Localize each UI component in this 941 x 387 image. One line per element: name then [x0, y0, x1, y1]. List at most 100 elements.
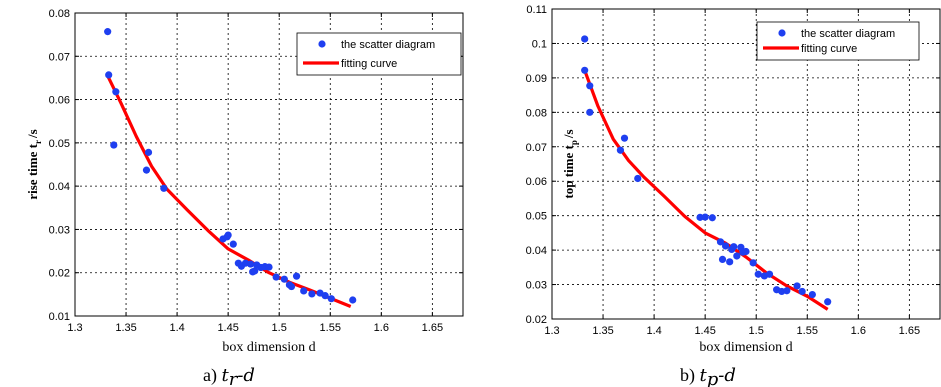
x-tick-label: 1.65 — [899, 325, 920, 337]
scatter-point — [581, 66, 589, 74]
x-tick-label: 1.45 — [694, 325, 715, 337]
scatter-point — [110, 141, 118, 149]
scatter-point — [808, 290, 816, 299]
legend-label-fit: fitting curve — [341, 58, 397, 70]
legend-box — [756, 21, 920, 61]
caption-suffix: -d — [237, 365, 255, 386]
y-tick-label: 0.1 — [532, 38, 547, 50]
scatter-point — [708, 214, 716, 222]
plot-area — [552, 9, 940, 319]
scatter-point — [696, 213, 704, 221]
y-axis-label-subscript: p — [569, 140, 579, 145]
scatter-point — [634, 174, 642, 183]
caption-variable: t — [221, 365, 229, 386]
y-axis-label-unit: /s — [25, 129, 40, 139]
x-tick-label: 1.5 — [749, 325, 764, 337]
y-tick-label: 0.06 — [49, 95, 70, 107]
scatter-point — [224, 231, 232, 239]
scatter-point — [300, 287, 308, 295]
y-tick-label: 0.03 — [49, 224, 70, 236]
y-tick-label: 0.03 — [526, 280, 547, 292]
scatter-point — [716, 238, 725, 246]
x-tick-label: 1.5 — [272, 322, 287, 334]
scatter-point — [272, 273, 280, 281]
x-tick-label: 1.3 — [67, 322, 82, 334]
y-axis-label: top time tp/s — [561, 129, 579, 198]
caption-prefix: a) — [203, 365, 221, 386]
scatter-point — [586, 82, 594, 90]
x-tick-label: 1.55 — [797, 325, 818, 337]
scatter-point — [749, 259, 757, 267]
scatter-point — [726, 258, 734, 266]
x-tick-label: 1.35 — [115, 322, 136, 334]
x-axis-label: box dimension d — [699, 340, 792, 355]
scatter-point — [251, 267, 259, 275]
caption-prefix: b) — [680, 365, 700, 386]
y-axis-label-unit: /s — [561, 129, 576, 139]
scatter-point — [793, 282, 801, 290]
rise-time-chart: 1.3 1.35 1.4 1.45 1.5 1.55 1.6 1.65 0.01 0.02 0.03… — [25, 8, 464, 387]
scatter-point — [321, 292, 329, 300]
scatter-point — [160, 184, 168, 192]
legend-scatter-marker — [318, 40, 326, 48]
y-tick-label: 0.05 — [526, 211, 547, 223]
scatter-point — [824, 298, 832, 306]
chart-caption: b) tp-d — [680, 365, 736, 387]
x-tick-label: 1.45 — [217, 322, 238, 334]
y-axis-label-main: rise time t — [25, 143, 40, 199]
scatter-point — [798, 287, 806, 296]
scatter-point — [105, 71, 113, 79]
scatter-point — [721, 242, 730, 250]
y-tick-label: 0.09 — [526, 73, 547, 85]
y-tick-label: 0.06 — [526, 176, 547, 188]
scatter-point — [280, 275, 288, 283]
y-axis-label-main: top time t — [561, 144, 576, 198]
scatter-point — [730, 243, 738, 251]
scatter-point — [292, 272, 301, 280]
x-tick-label: 1.55 — [320, 322, 341, 334]
y-tick-label: 0.08 — [49, 8, 70, 20]
x-tick-label: 1.65 — [422, 322, 443, 334]
legend-label-fit: fitting curve — [801, 43, 857, 55]
scatter-point — [327, 295, 335, 303]
y-tick-label: 0.02 — [526, 314, 547, 326]
scatter-point — [581, 35, 589, 43]
scatter-point — [247, 260, 255, 268]
legend-box — [296, 32, 462, 76]
scatter-point — [142, 166, 151, 174]
top-time-chart: 1.3 1.35 1.4 1.45 1.5 1.55 1.6 1.65 0.02 0.03 0.04… — [526, 4, 941, 387]
y-tick-label: 0.05 — [49, 138, 70, 150]
scatter-point — [733, 252, 741, 260]
caption-subscript: r — [229, 369, 239, 387]
scatter-point — [754, 270, 762, 278]
scatter-point — [783, 287, 791, 295]
x-tick-label: 1.6 — [374, 322, 389, 334]
fitting-curve-line — [583, 69, 829, 311]
y-axis-label: rise time tr/s — [25, 129, 43, 199]
y-tick-label: 0.07 — [526, 142, 547, 154]
scatter-point — [308, 290, 316, 298]
y-axis-label-subscript: r — [33, 140, 43, 144]
scatter-point — [586, 108, 594, 116]
caption-subscript: p — [707, 369, 719, 387]
scatter-point — [265, 263, 273, 271]
y-tick-label: 0.04 — [49, 181, 70, 193]
scatter-point — [144, 148, 153, 156]
y-tick-label: 0.01 — [49, 311, 70, 323]
scatter-point — [112, 88, 120, 96]
scatter-point — [287, 282, 296, 291]
y-tick-label: 0.02 — [49, 268, 70, 280]
x-tick-label: 1.3 — [544, 325, 559, 337]
scatter-point — [229, 240, 237, 248]
scatter-point — [742, 247, 750, 256]
y-tick-label: 0.08 — [526, 107, 547, 119]
x-tick-label: 1.4 — [169, 322, 184, 334]
scatter-point — [620, 134, 629, 142]
scatter-point — [765, 270, 774, 278]
chart-caption: a) tr-d — [203, 365, 255, 387]
y-tick-label: 0.04 — [526, 245, 547, 257]
x-tick-label: 1.4 — [646, 325, 661, 337]
legend-label-scatter: the scatter diagram — [801, 28, 895, 40]
caption-variable: t — [700, 365, 708, 386]
